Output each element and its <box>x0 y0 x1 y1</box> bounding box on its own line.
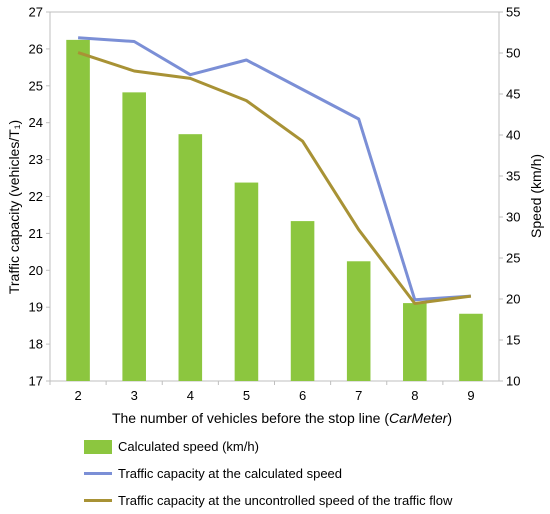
plot-area <box>49 11 500 382</box>
legend-item-uncontrolled-capacity: Traffic capacity at the uncontrolled spe… <box>84 487 452 514</box>
speed-bar <box>234 182 259 381</box>
legend-item-speed: Calculated speed (km/h) <box>84 433 452 460</box>
right-tick-label: 55 <box>506 5 520 20</box>
left-tick-label: 17 <box>29 374 43 389</box>
right-tick-label: 35 <box>506 169 520 184</box>
right-tick-label: 50 <box>506 46 520 61</box>
right-tick-label: 20 <box>506 292 520 307</box>
speed-bar <box>346 261 371 381</box>
right-tick-label: 10 <box>506 374 520 389</box>
legend-label-speed: Calculated speed (km/h) <box>118 439 259 454</box>
x-tick-label: 9 <box>467 388 474 403</box>
right-axis-ticks: 10 15 20 25 30 35 40 45 50 55 <box>499 5 520 389</box>
left-axis-ticks: 17 18 19 20 21 22 23 24 25 26 27 <box>29 5 50 389</box>
left-tick-label: 18 <box>29 337 43 352</box>
y-left-axis-title: Traffic capacity (vehicles/T₁) <box>6 120 22 294</box>
speed-bar <box>459 313 483 381</box>
left-tick-label: 27 <box>29 5 43 20</box>
calculated-capacity-line <box>78 36 471 302</box>
left-tick-label: 21 <box>29 226 43 241</box>
x-axis-ticks: 2 3 4 5 6 7 8 9 <box>49 381 475 403</box>
left-tick-label: 23 <box>29 152 43 167</box>
x-tick-label: 4 <box>187 388 194 403</box>
speed-bars <box>66 39 483 382</box>
x-tick-label: 3 <box>131 388 138 403</box>
left-tick-label: 22 <box>29 189 43 204</box>
speed-bar <box>178 134 203 381</box>
x-tick-label: 6 <box>299 388 306 403</box>
uncontrolled-capacity-line <box>77 51 472 305</box>
y-right-axis-title: Speed (km/h) <box>528 154 544 238</box>
speed-bar <box>403 303 427 381</box>
left-tick-label: 26 <box>29 41 43 56</box>
x-tick-label: 2 <box>74 388 81 403</box>
x-axis-title-italic: CarMeter <box>389 410 449 426</box>
right-tick-label: 45 <box>506 87 520 102</box>
legend-label-calculated-capacity: Traffic capacity at the calculated speed <box>118 466 343 481</box>
speed-bar <box>122 92 146 382</box>
plot-border <box>49 11 500 382</box>
x-axis-title-suffix: ) <box>447 410 452 426</box>
speed-bar <box>66 39 90 381</box>
right-tick-label: 40 <box>506 128 520 143</box>
legend-label-uncontrolled-capacity: Traffic capacity at the uncontrolled spe… <box>118 493 453 508</box>
legend-swatch-speed <box>84 439 112 454</box>
speed-bar <box>290 221 315 381</box>
right-tick-label: 25 <box>506 251 520 266</box>
x-tick-label: 7 <box>355 388 362 403</box>
capacity-lines <box>77 36 472 305</box>
left-tick-label: 24 <box>29 115 43 130</box>
x-tick-label: 5 <box>243 388 250 403</box>
legend-swatch-calculated-capacity <box>84 472 112 475</box>
x-axis-title: The number of vehicles before the stop l… <box>112 410 452 426</box>
left-tick-label: 20 <box>29 263 43 278</box>
right-tick-label: 15 <box>506 333 520 348</box>
legend: Calculated speed (km/h) Traffic capacity… <box>84 433 452 514</box>
legend-swatch-uncontrolled-capacity <box>84 499 112 502</box>
right-tick-label: 30 <box>506 210 520 225</box>
x-axis-title-prefix: The number of vehicles before the stop l… <box>112 410 389 426</box>
left-tick-label: 25 <box>29 78 43 93</box>
x-tick-label: 8 <box>411 388 418 403</box>
legend-item-calculated-capacity: Traffic capacity at the calculated speed <box>84 460 452 487</box>
left-tick-label: 19 <box>29 300 43 315</box>
